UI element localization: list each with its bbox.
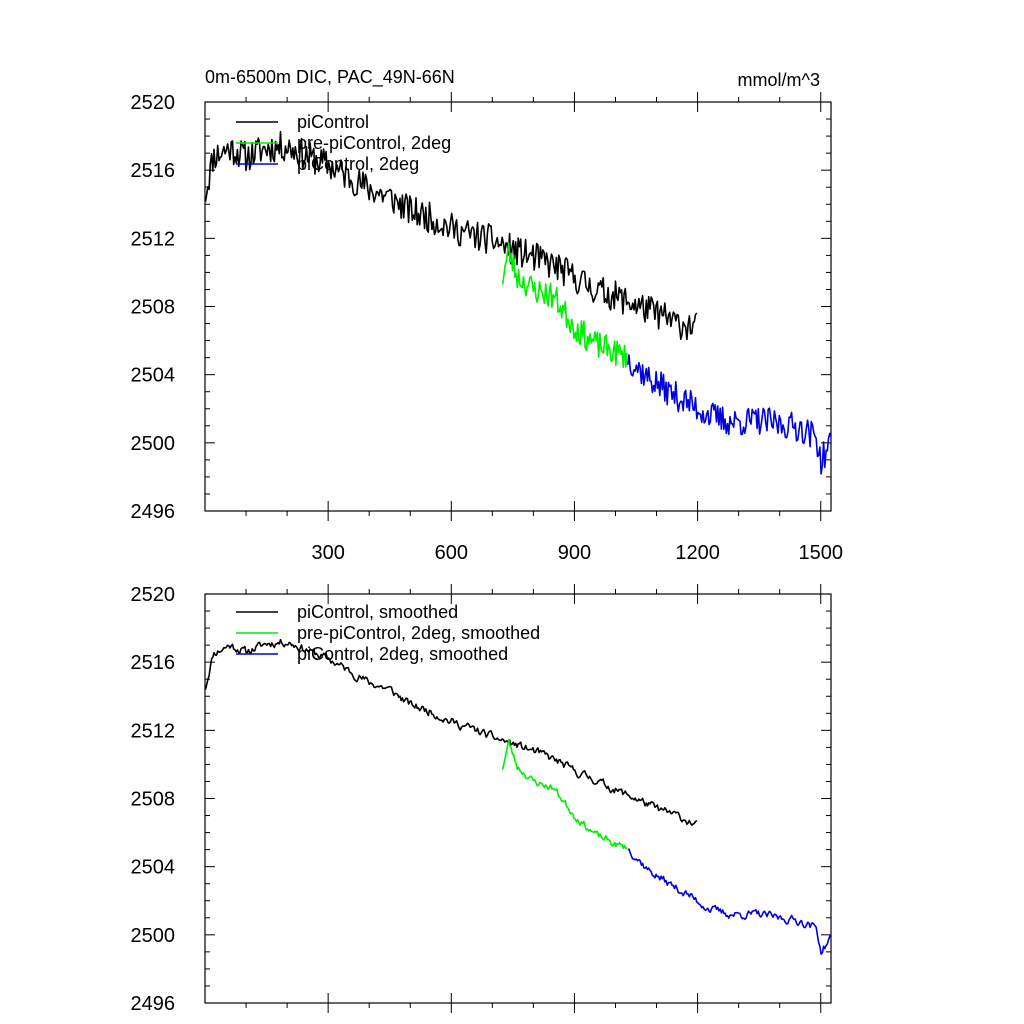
x-tick-label: 300 <box>311 542 344 564</box>
series-line-2 <box>501 242 628 369</box>
series-line-3 <box>627 848 831 955</box>
legend-label: piControl, smoothed <box>297 602 458 622</box>
y-tick-label: 2516 <box>131 652 176 674</box>
y-tick-label: 2496 <box>131 501 176 523</box>
series-line-1 <box>205 638 698 827</box>
panel-top: 2496 2500 2504 2508 2512 2516 2520 300 600 900 120… <box>131 92 843 564</box>
y-tick-label: 2508 <box>131 789 176 811</box>
x-tick-label: 600 <box>435 542 468 564</box>
y-tick-label: 2520 <box>131 92 176 114</box>
legend-label: pre-piControl, 2deg, smoothed <box>297 623 540 643</box>
y-tick-label: 2496 <box>131 993 176 1015</box>
legend-label: pre-piControl, 2deg <box>297 133 451 153</box>
y-tick-label: 2500 <box>131 925 176 947</box>
plot-title: 0m-6500m DIC, PAC_49N-66N <box>205 67 455 88</box>
legend-label: piControl <box>297 112 369 132</box>
y-tick-label: 2500 <box>131 433 176 455</box>
y-tick-label: 2508 <box>131 297 176 319</box>
legend-label: piControl, 2deg, smoothed <box>297 644 508 664</box>
y-tick-label: 2504 <box>131 365 176 387</box>
series-line-1 <box>205 130 698 341</box>
panel-bottom: 2496 2500 2504 2508 2512 2516 2520 piControl, s… <box>131 584 832 1015</box>
series-line-2 <box>501 738 628 850</box>
units-label: mmol/m^3 <box>738 70 820 90</box>
y-tick-label: 2504 <box>131 857 176 879</box>
x-tick-label: 1200 <box>675 542 720 564</box>
legend-label: piControl, 2deg <box>297 154 419 174</box>
series-line-3 <box>627 354 831 475</box>
y-tick-label: 2512 <box>131 228 176 250</box>
y-tick-label: 2516 <box>131 160 176 182</box>
x-tick-label: 900 <box>558 542 591 564</box>
y-tick-label: 2520 <box>131 584 176 606</box>
y-tick-label: 2512 <box>131 720 176 742</box>
x-tick-label: 1500 <box>798 542 843 564</box>
